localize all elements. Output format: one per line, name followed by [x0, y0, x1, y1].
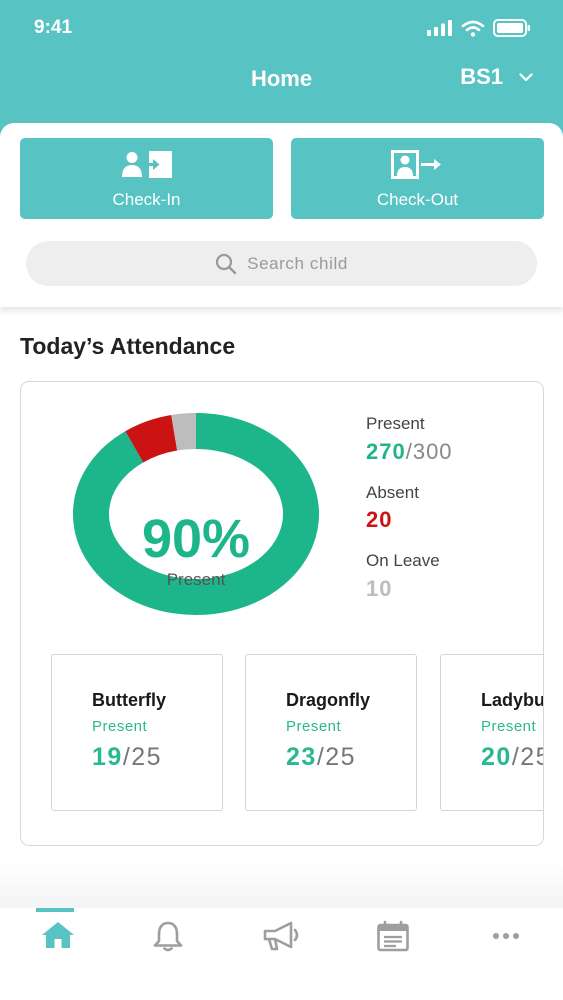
attendance-percent: 90%	[141, 509, 251, 569]
class-name: Dragonfly	[286, 690, 371, 710]
class-count: 23/25	[286, 743, 356, 772]
actions-panel: Check-In Check-Out Search child	[0, 123, 563, 307]
section-title-attendance: Today’s Attendance	[20, 333, 236, 359]
absent-stat-value: 20	[366, 507, 393, 532]
active-tab-indicator	[36, 908, 74, 912]
class-count: 19/25	[92, 743, 162, 772]
site-selector[interactable]: BS1	[460, 64, 533, 90]
page-title: Home	[250, 66, 313, 91]
tab-notifications[interactable]	[128, 908, 208, 968]
present-stat-value: 270/300	[366, 439, 453, 465]
class-card-butterfly[interactable]: Butterfly Present 19/25	[51, 654, 223, 811]
cellular-signal-icon	[427, 20, 452, 36]
search-placeholder: Search child	[247, 253, 348, 273]
check-in-button[interactable]: Check-In	[20, 138, 273, 219]
megaphone-icon	[263, 921, 299, 951]
attendance-donut-chart	[73, 413, 319, 615]
class-status: Present	[92, 718, 148, 735]
attendance-card: 90% Present Present 270/300 Absent 20 On…	[20, 381, 544, 846]
check-out-icon	[390, 150, 441, 179]
tab-announcements[interactable]	[241, 908, 321, 968]
bottom-tab-bar	[0, 908, 563, 1000]
class-total-count: /25	[122, 743, 163, 771]
battery-icon	[493, 19, 530, 37]
donut-segment-present	[73, 413, 319, 615]
attendance-donut: 90% Present	[72, 412, 320, 616]
tab-more[interactable]	[466, 908, 546, 968]
calendar-icon	[377, 920, 409, 952]
check-in-label: Check-In	[112, 190, 181, 209]
status-time: 9:41	[34, 17, 73, 38]
present-stat-total: /300	[405, 439, 453, 464]
wifi-icon	[461, 20, 485, 37]
leave-stat-value: 10	[366, 576, 393, 601]
search-child-input[interactable]: Search child	[26, 241, 537, 286]
present-stat-count: 270	[366, 439, 406, 464]
home-icon	[42, 922, 74, 948]
present-stat-label: Present	[366, 414, 425, 433]
search-icon	[216, 253, 237, 274]
donut-segment-absent	[125, 415, 178, 463]
class-present-count: 23	[286, 743, 317, 771]
class-count: 20/25	[481, 743, 543, 772]
class-status: Present	[286, 718, 342, 735]
class-name: Butterfly	[92, 690, 167, 710]
class-card-ladybug[interactable]: Ladybug Present 20/25	[440, 654, 544, 811]
bell-icon	[153, 921, 183, 952]
class-present-count: 20	[481, 743, 512, 771]
class-present-count: 19	[92, 743, 123, 771]
class-status: Present	[481, 718, 537, 735]
check-out-label: Check-Out	[376, 190, 459, 209]
attendance-percent-caption: Present	[166, 570, 226, 589]
more-icon	[493, 933, 519, 939]
tab-calendar[interactable]	[353, 908, 433, 968]
donut-segment-on-leave	[171, 413, 197, 451]
content-fade	[0, 858, 563, 908]
leave-stat-label: On Leave	[366, 551, 440, 570]
absent-stat-label: Absent	[366, 483, 419, 502]
chevron-down-icon	[519, 72, 533, 81]
check-out-button[interactable]: Check-Out	[291, 138, 544, 219]
class-total-count: /25	[316, 743, 357, 771]
class-name: Ladybug	[481, 690, 544, 710]
tab-home[interactable]	[18, 908, 98, 968]
class-total-count: /25	[511, 743, 543, 771]
status-icons	[427, 18, 531, 38]
site-selector-label: BS1	[460, 64, 503, 89]
class-card-dragonfly[interactable]: Dragonfly Present 23/25	[245, 654, 417, 811]
check-in-icon	[121, 151, 172, 178]
status-bar: 9:41	[0, 0, 563, 55]
